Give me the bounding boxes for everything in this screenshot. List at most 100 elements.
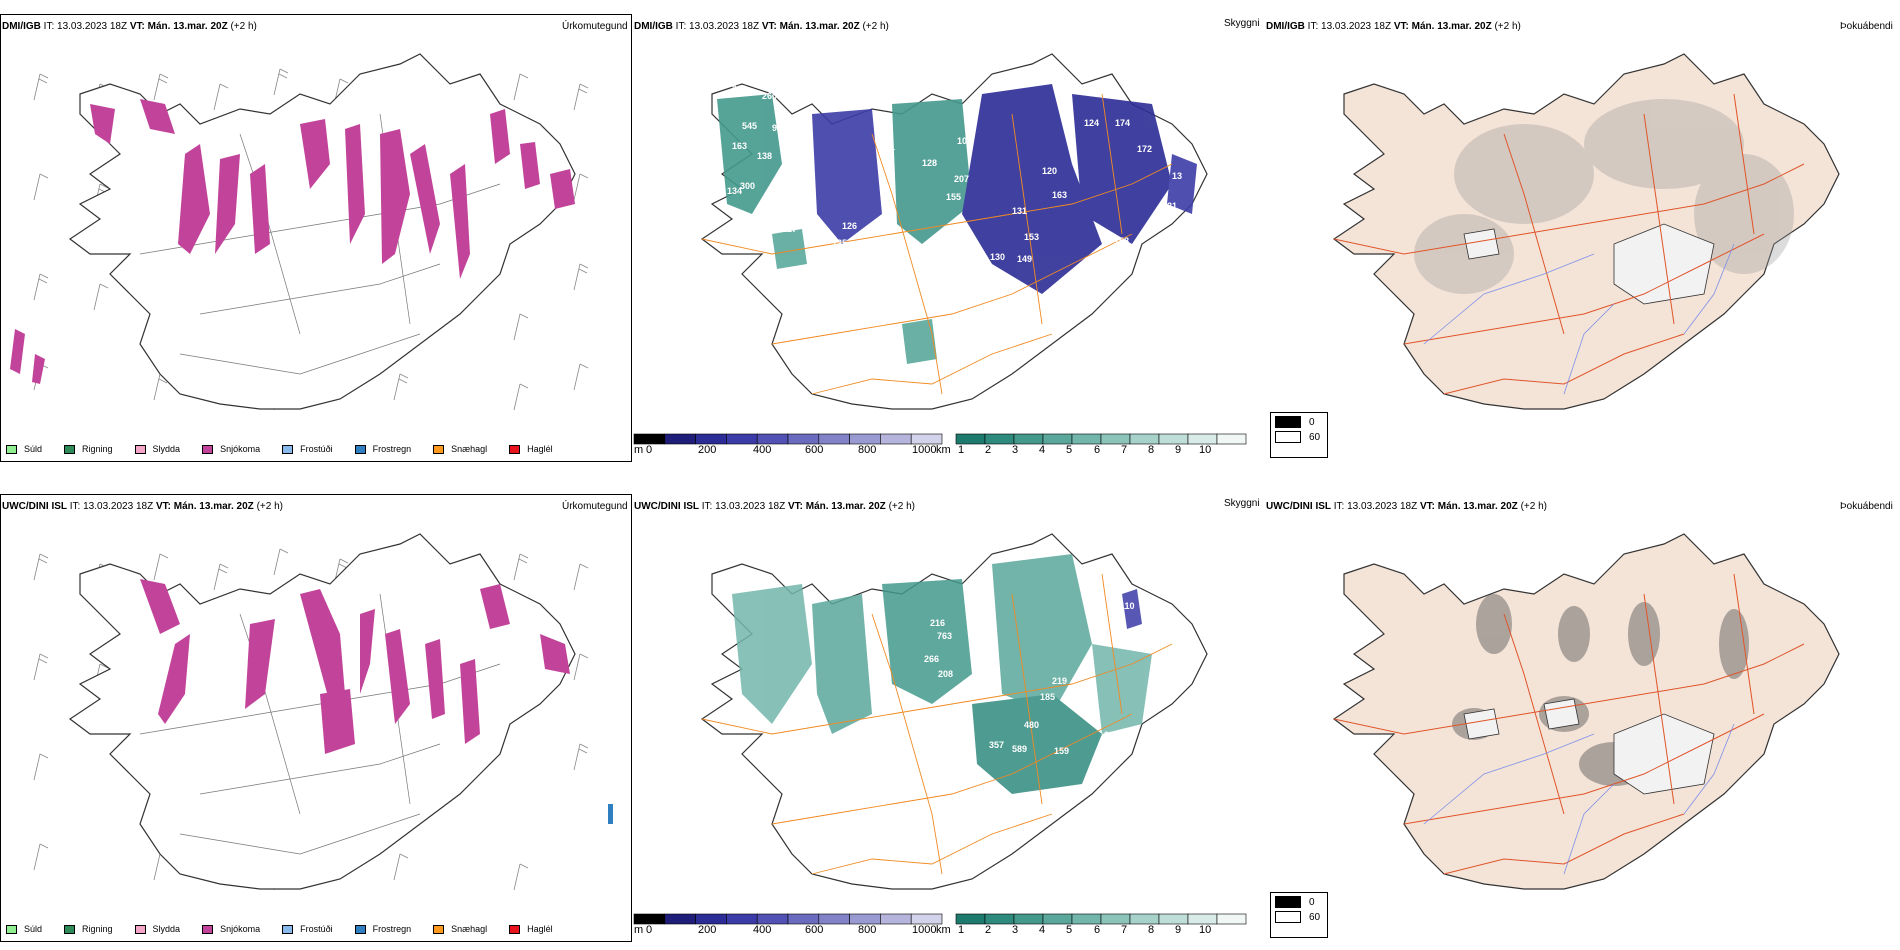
visibility-fields [717,84,1197,364]
svg-text:357: 357 [989,740,1004,750]
colorbar-segment [1100,433,1131,445]
svg-text:130: 130 [990,252,1005,262]
coastline [68,53,576,410]
legend-item-sleet: Slydda [134,444,180,454]
iceland-map [10,53,589,411]
svg-text:158: 158 [1114,236,1129,246]
svg-text:174: 174 [1115,118,1130,128]
scale-tick: 1 [958,924,965,936]
legend-item-snow: Snjókoma [202,444,260,454]
scale-tick: 4 [1039,444,1046,456]
svg-text:237: 237 [1104,730,1119,740]
colorbar-segment [726,433,758,445]
svg-text:131: 131 [1012,206,1027,216]
scale-tick: 0 [646,924,653,936]
colorbar-segment [880,433,912,445]
svg-text:589: 589 [1012,744,1027,754]
svg-text:124: 124 [1084,118,1099,128]
legend-item-rain: Rigning [64,924,113,934]
panel-header: DMI/IGB IT: 13.03.2023 18Z VT: Mán. 13.m… [1266,21,1521,32]
scale-tick: 800 [858,444,877,456]
map-frame [0,14,632,462]
svg-text:138: 138 [757,151,772,161]
legend-item-freezing-drizzle: Frostúði [282,444,333,454]
scale-tick: 6 [1094,924,1101,936]
roads-orange [701,93,1173,395]
scale-tick: 1000 [912,924,937,936]
svg-text:260: 260 [762,91,777,101]
scale-tick: 8 [1148,924,1155,936]
panel-title: Þokuábendi [1840,501,1893,512]
snowfall-areas [10,99,575,384]
precip-type-panel-top: DMI/IGB IT: 13.03.2023 18Z VT: Mán. 13.m… [0,14,632,462]
fog-key-row: 60 [1275,431,1323,443]
fog-panel-top: DMI/IGB IT: 13.03.2023 18Z VT: Mán. 13.m… [1264,14,1900,462]
svg-text:163: 163 [1052,190,1067,200]
scale-tick: 5 [1066,924,1073,936]
scale-tick: 7 [1121,924,1128,936]
iceland-map [1332,53,1840,410]
svg-text:13: 13 [1172,171,1182,181]
scale-tick: 400 [753,924,772,936]
scale-tick: 200 [698,924,717,936]
precip-legend: Súld Rigning Slydda Snjókoma Frostúði Fr… [0,440,569,458]
scale-tick: 0 [646,444,653,456]
colorbar-segment [1158,433,1189,445]
iceland-map: 216 763 266 208 434 219 185 480 237 207 … [700,533,1208,890]
colorbar-segment [695,433,727,445]
legend-item-drizzle: Súld [6,924,42,934]
svg-text:185: 185 [1040,692,1055,702]
visibility-fields [732,554,1152,794]
visibility-panel-top: DMI/IGB IT: 13.03.2023 18Z VT: Mán. 13.m… [632,14,1264,462]
scale-tick: 8 [1148,444,1155,456]
scale-tick: 9 [1175,444,1182,456]
svg-text:120: 120 [1042,166,1057,176]
legend-item-snow-pellets: Snæhagl [433,924,487,934]
colorbar-segment [955,433,986,445]
scale-unit: km [936,444,951,456]
visibility-value-labels: 282 260 545 96 195 163 138 300 134 127 1… [704,84,1182,296]
svg-text:125: 125 [832,238,847,248]
legend-item-sleet: Slydda [134,924,180,934]
panel-title: Þokuábendi [1840,21,1893,32]
scale-tick: 5 [1066,444,1073,456]
svg-text:207: 207 [954,174,969,184]
colorbar-segment [664,913,696,925]
svg-text:149: 149 [1017,254,1032,264]
visibility-scale-m: m 0 200 400 600 800 1000 [633,913,943,940]
colorbar-segment [1216,433,1247,445]
map-frame [0,494,632,942]
svg-text:545: 545 [742,121,757,131]
svg-text:134: 134 [727,186,742,196]
svg-text:153: 153 [1024,232,1039,242]
fog-key: 0 60 [1270,892,1328,938]
scale-unit: km [936,924,951,936]
colorbar-segment [984,913,1015,925]
colorbar-m [633,433,943,445]
roads-orange [701,573,1173,875]
panel-header: DMI/IGB IT: 13.03.2023 18Z VT: Mán. 13.m… [2,21,257,32]
legend-item-freezing-rain: Frostregn [354,444,411,454]
visibility-scale-km: km 1 2 3 4 5 6 7 8 9 10 [936,433,1247,460]
colorbar-segment [1071,913,1102,925]
colorbar-segment [1129,433,1160,445]
colorbar-segment [849,433,881,445]
scale-tick: 10 [1199,924,1212,936]
colorbar-m [633,913,943,925]
scale-tick: 10 [1199,444,1212,456]
colorbar-segment [1013,913,1044,925]
scale-tick: 1000 [912,444,937,456]
fog-key-row: 0 [1275,416,1323,428]
colorbar-segment [910,433,943,445]
colorbar-segment [818,913,850,925]
precip-type-panel-bottom: UWC/DINI ISL IT: 13.03.2023 18Z VT: Mán.… [0,494,632,942]
svg-text:155: 155 [946,192,961,202]
svg-text:126: 126 [842,221,857,231]
colorbar-segment [984,433,1015,445]
scale-unit: m [634,924,644,936]
iceland-map [1332,533,1840,890]
scale-tick: 6 [1094,444,1101,456]
iceland-map [33,533,613,891]
fog-shading [1414,99,1794,294]
colorbar-segment [1042,433,1073,445]
